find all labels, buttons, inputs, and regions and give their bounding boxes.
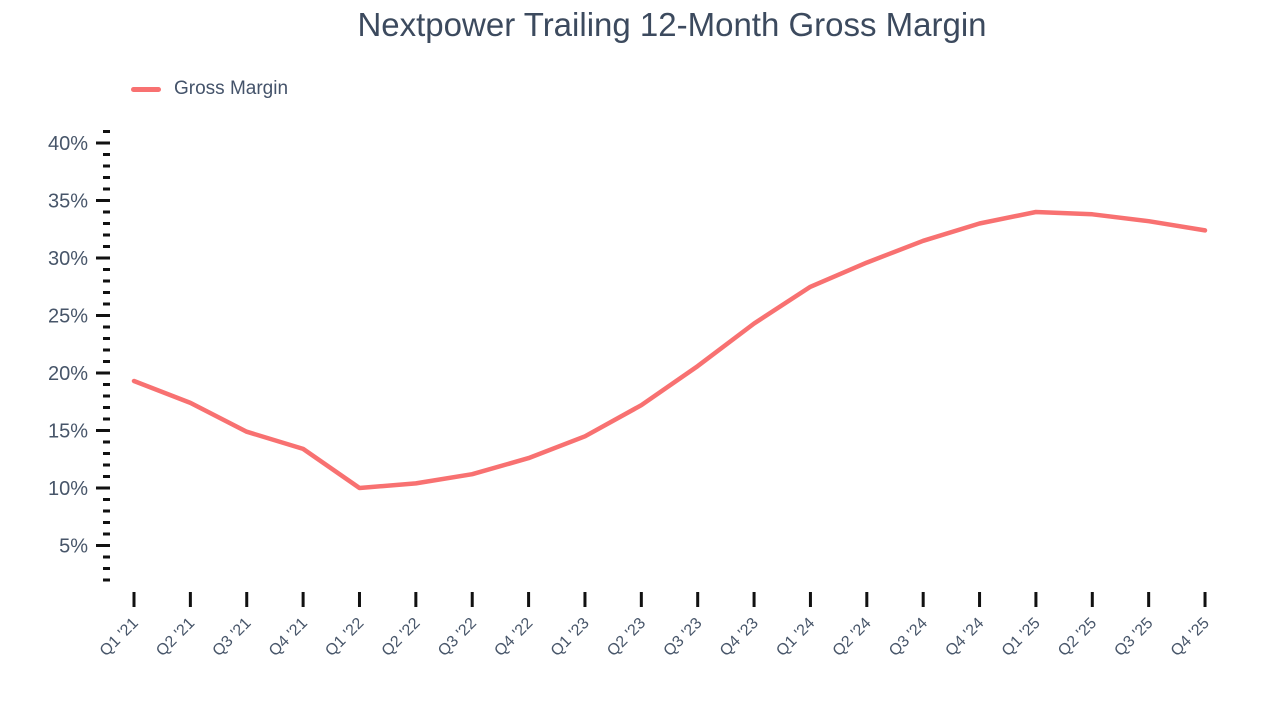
y-axis-minor-tick: [103, 153, 110, 156]
y-axis-minor-tick: [103, 463, 110, 467]
y-axis-minor-tick: [103, 578, 110, 582]
y-axis-minor-tick: [103, 245, 110, 248]
x-axis-tick: [357, 592, 361, 607]
y-axis-major-tick: [96, 256, 110, 260]
x-axis-tick-label: Q3 '25: [1111, 615, 1156, 660]
x-axis-tick: [865, 592, 869, 607]
y-axis-minor-tick: [103, 406, 110, 409]
x-axis-tick-label: Q4 '22: [491, 615, 536, 660]
y-axis-minor-tick: [103, 210, 110, 214]
y-axis-tick-label: 35%: [48, 191, 88, 213]
x-axis-tick-label: Q1 '21: [97, 615, 142, 660]
y-axis-tick-label: 10%: [48, 478, 88, 500]
x-axis-tick: [1090, 592, 1094, 607]
y-axis-minor-tick: [103, 509, 110, 513]
x-axis-tick: [1203, 592, 1207, 607]
x-axis-tick-label: Q3 '21: [210, 615, 255, 660]
x-axis-tick-label: Q3 '22: [435, 615, 480, 660]
y-axis-major-tick: [96, 486, 110, 490]
chart-title: Nextpower Trailing 12-Month Gross Margin: [357, 6, 987, 43]
y-axis-tick-label: 5%: [59, 536, 88, 558]
x-axis-tick-label: Q2 '22: [379, 615, 424, 660]
y-axis-minor-tick: [103, 394, 110, 398]
y-axis-minor-tick: [103, 360, 110, 363]
y-axis-major-tick: [96, 544, 110, 547]
y-axis-minor-tick: [103, 337, 110, 340]
x-axis-tick: [1147, 592, 1151, 607]
y-axis-tick-label: 20%: [48, 363, 88, 385]
y-axis-minor-tick: [103, 279, 110, 283]
y-axis-minor-tick: [103, 521, 110, 524]
y-axis-minor-tick: [103, 302, 110, 306]
y-axis-tick-label: 30%: [48, 248, 88, 270]
x-axis-tick: [1034, 592, 1038, 607]
x-axis-tick: [752, 592, 756, 607]
x-axis-tick-label: Q1 '23: [548, 615, 593, 660]
x-axis-tick: [414, 592, 418, 607]
x-axis-tick: [808, 592, 812, 607]
y-axis-minor-tick: [103, 417, 110, 421]
y-axis-major-tick: [96, 429, 110, 432]
y-axis-minor-tick: [103, 325, 110, 329]
y-axis-minor-tick: [103, 475, 110, 478]
x-axis-tick-label: Q4 '24: [942, 615, 987, 660]
x-axis-tick-label: Q1 '25: [999, 615, 1044, 660]
y-axis-minor-tick: [103, 268, 110, 271]
x-axis-tick-label: Q2 '21: [153, 615, 198, 660]
x-axis-tick: [527, 592, 531, 607]
x-axis-tick-label: Q4 '23: [717, 615, 762, 660]
y-axis-tick-label: 15%: [48, 421, 88, 443]
y-axis-major-tick: [96, 141, 110, 145]
x-axis-tick: [978, 592, 982, 607]
x-axis-tick-label: Q4 '25: [1168, 615, 1213, 660]
y-axis-minor-tick: [103, 176, 110, 179]
y-axis-minor-tick: [103, 222, 110, 225]
y-axis-minor-tick: [103, 532, 110, 536]
y-axis-minor-tick: [103, 348, 110, 352]
legend-item-gross-margin[interactable]: Gross Margin: [131, 78, 288, 100]
y-axis-major-tick: [96, 314, 110, 317]
x-axis-tick-label: Q2 '25: [1055, 615, 1100, 660]
x-axis-tick-label: Q4 '21: [266, 615, 311, 660]
x-axis-tick: [921, 592, 925, 607]
y-axis-minor-tick: [103, 130, 110, 133]
y-axis-minor-tick: [103, 498, 110, 501]
x-axis-tick: [301, 592, 305, 607]
y-axis-major-tick: [96, 371, 110, 375]
x-axis-tick-label: Q3 '24: [886, 615, 931, 660]
x-axis-tick: [639, 592, 643, 607]
x-axis-tick: [132, 592, 136, 607]
x-axis-tick-label: Q1 '22: [322, 615, 367, 660]
x-axis-tick: [470, 592, 474, 607]
x-axis-tick-label: Q2 '23: [604, 615, 649, 660]
y-axis-minor-tick: [103, 187, 110, 191]
x-axis-tick: [583, 592, 587, 607]
x-axis-tick: [696, 592, 700, 607]
x-axis-tick: [245, 592, 249, 607]
x-axis-tick-label: Q3 '23: [661, 615, 706, 660]
gross-margin-line: [131, 209, 1208, 491]
y-axis-minor-tick: [103, 233, 110, 237]
y-axis-tick-label: 40%: [48, 133, 88, 155]
x-axis-tick: [188, 592, 192, 607]
legend-label: Gross Margin: [174, 78, 289, 99]
y-axis-minor-tick: [103, 452, 110, 455]
y-axis-minor-tick: [103, 567, 110, 570]
y-axis-major-tick: [96, 199, 110, 202]
y-axis-minor-tick: [103, 291, 110, 294]
y-axis-minor-tick: [103, 440, 110, 444]
x-axis-tick-label: Q2 '24: [830, 615, 875, 660]
y-axis-minor-tick: [103, 555, 110, 559]
x-axis-tick-label: Q1 '24: [773, 615, 818, 660]
legend-line-swatch: [131, 86, 161, 92]
legend: Gross Margin: [131, 78, 288, 100]
y-axis-minor-tick: [103, 383, 110, 386]
y-axis-tick-label: 25%: [48, 306, 88, 328]
y-axis-minor-tick: [103, 164, 110, 168]
